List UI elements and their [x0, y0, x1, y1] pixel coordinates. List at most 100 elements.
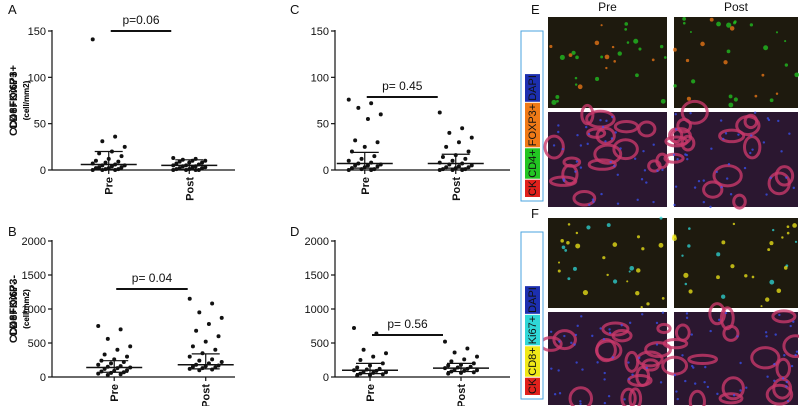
- nucleus: [591, 334, 594, 338]
- data-point: [174, 161, 179, 166]
- nucleus: [576, 133, 579, 137]
- stain-swatch: [525, 286, 540, 314]
- cell-signal: [564, 249, 568, 252]
- cell-signal: [586, 225, 591, 230]
- y-tick-label: 100: [311, 72, 329, 84]
- data-point: [346, 97, 351, 102]
- data-point: [444, 144, 449, 149]
- cell-signal: [640, 306, 643, 309]
- nucleus: [722, 137, 725, 141]
- panel-letter: D: [290, 224, 299, 239]
- stain-swatch: [525, 314, 540, 346]
- cell-signal: [606, 223, 611, 228]
- nucleus: [750, 134, 753, 137]
- data-point: [190, 364, 195, 369]
- data-point: [380, 372, 385, 377]
- nucleus: [613, 164, 616, 168]
- data-point: [475, 354, 479, 359]
- data-point: [113, 134, 118, 139]
- micrograph: [674, 218, 798, 308]
- data-point: [452, 350, 457, 355]
- data-point: [213, 347, 218, 352]
- nucleus: [765, 335, 768, 338]
- cell-signal: [689, 30, 692, 33]
- tissue-cluster: [718, 392, 744, 405]
- nucleus: [766, 375, 769, 378]
- stain-swatch: [525, 148, 540, 179]
- nucleus: [575, 160, 579, 163]
- cell-signal: [641, 247, 645, 251]
- cell-signal: [606, 273, 609, 277]
- data-point: [219, 360, 224, 365]
- nucleus: [795, 350, 799, 353]
- cell-signal: [613, 60, 616, 63]
- nucleus: [736, 335, 739, 338]
- nucleus: [561, 147, 564, 151]
- data-point: [440, 155, 445, 160]
- stain-label: DAPI: [527, 75, 539, 101]
- data-point: [384, 351, 388, 356]
- nucleus: [605, 119, 608, 123]
- nucleus: [675, 128, 678, 131]
- cell-signal: [673, 84, 677, 88]
- nucleus: [640, 178, 644, 181]
- nucleus: [603, 378, 606, 381]
- nucleus: [628, 321, 632, 325]
- data-point: [100, 139, 105, 144]
- nucleus: [693, 382, 697, 385]
- tissue-cluster: [774, 165, 795, 187]
- data-point: [456, 140, 461, 145]
- stain-swatch: [525, 377, 540, 395]
- cell-signal: [691, 79, 696, 84]
- data-point: [463, 156, 468, 161]
- tissue-cluster: [676, 117, 692, 134]
- stain-swatch: [525, 179, 540, 197]
- data-point: [200, 160, 205, 165]
- nucleus: [732, 394, 736, 397]
- nucleus: [684, 153, 687, 156]
- data-point: [96, 324, 101, 328]
- data-point: [365, 163, 370, 168]
- cell-signal: [571, 50, 576, 55]
- nucleus: [727, 163, 731, 166]
- y-tick-label: 0: [323, 372, 329, 384]
- data-point: [216, 334, 221, 339]
- cell-signal: [629, 265, 635, 271]
- cell-signal: [754, 94, 758, 98]
- data-point: [384, 370, 388, 375]
- nucleus: [581, 368, 584, 371]
- nucleus: [574, 170, 577, 173]
- cell-signal: [749, 23, 754, 27]
- cell-signal: [751, 275, 755, 279]
- cell-signal: [794, 240, 798, 243]
- nucleus: [789, 324, 792, 328]
- cell-signal: [600, 55, 604, 59]
- nucleus: [785, 380, 788, 384]
- cell-signal: [776, 288, 782, 294]
- cell-signal: [769, 98, 774, 103]
- p-value: p=0.06: [122, 13, 159, 27]
- cell-signal: [594, 40, 600, 46]
- cell-signal: [651, 58, 655, 62]
- cell-signal: [732, 222, 736, 226]
- x-tick-label: Pre: [109, 384, 121, 402]
- nucleus: [661, 311, 665, 314]
- y-tick-label: 500: [28, 338, 46, 350]
- nucleus: [724, 311, 728, 315]
- data-point: [378, 112, 383, 117]
- cell-signal: [551, 99, 557, 106]
- cell-signal: [769, 279, 775, 285]
- stain-label: CD4+: [527, 149, 539, 177]
- nucleus: [557, 369, 560, 372]
- nucleus: [673, 373, 677, 377]
- cell-signal: [688, 289, 693, 294]
- tissue-cluster: [750, 346, 781, 370]
- cell-signal: [626, 280, 629, 283]
- tissue-cluster: [586, 127, 607, 139]
- nucleus: [592, 200, 595, 204]
- nucleus: [570, 341, 573, 345]
- nucleus: [725, 177, 729, 180]
- data-point: [375, 164, 380, 169]
- tissue-cluster: [613, 119, 639, 134]
- nucleus: [557, 124, 560, 127]
